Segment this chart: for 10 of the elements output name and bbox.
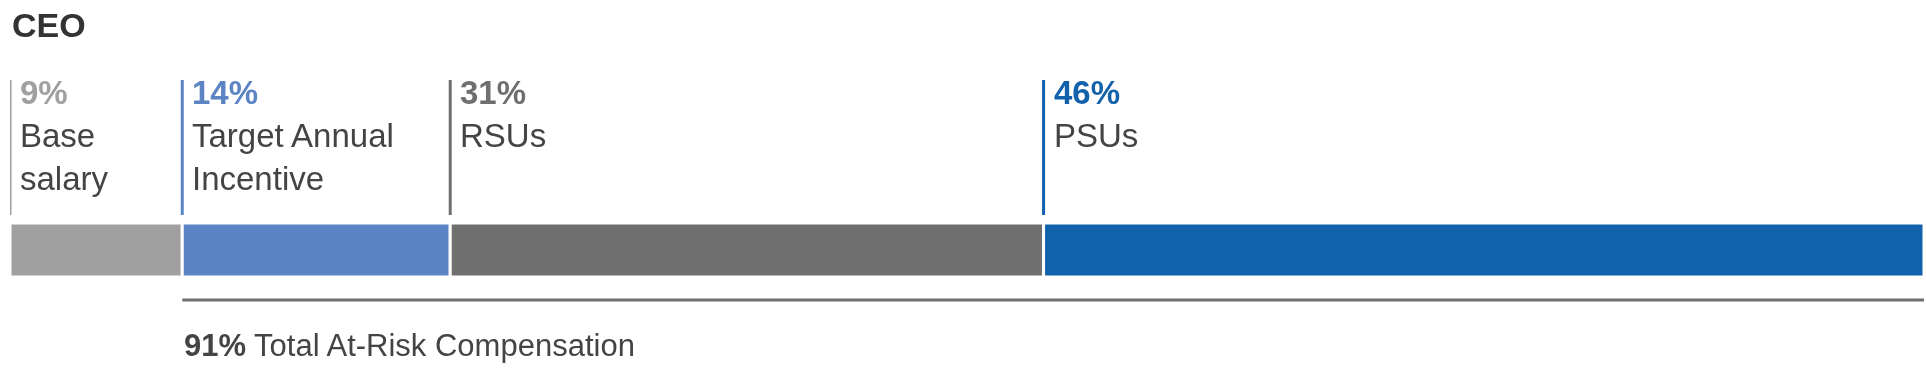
series-label: Base salary	[20, 116, 109, 197]
data-label: 46%	[1054, 74, 1121, 111]
data-label: 9%	[20, 74, 68, 111]
series-label: Target Annual Incentive	[192, 116, 394, 197]
data-label: 14%	[192, 74, 259, 111]
text: PSUs	[1054, 116, 1139, 154]
text: 91% Total At-Risk Compensation	[184, 328, 635, 363]
data-label: 31%	[460, 74, 527, 111]
text: RSUs	[460, 116, 547, 154]
chart-title: CEO	[12, 6, 86, 44]
